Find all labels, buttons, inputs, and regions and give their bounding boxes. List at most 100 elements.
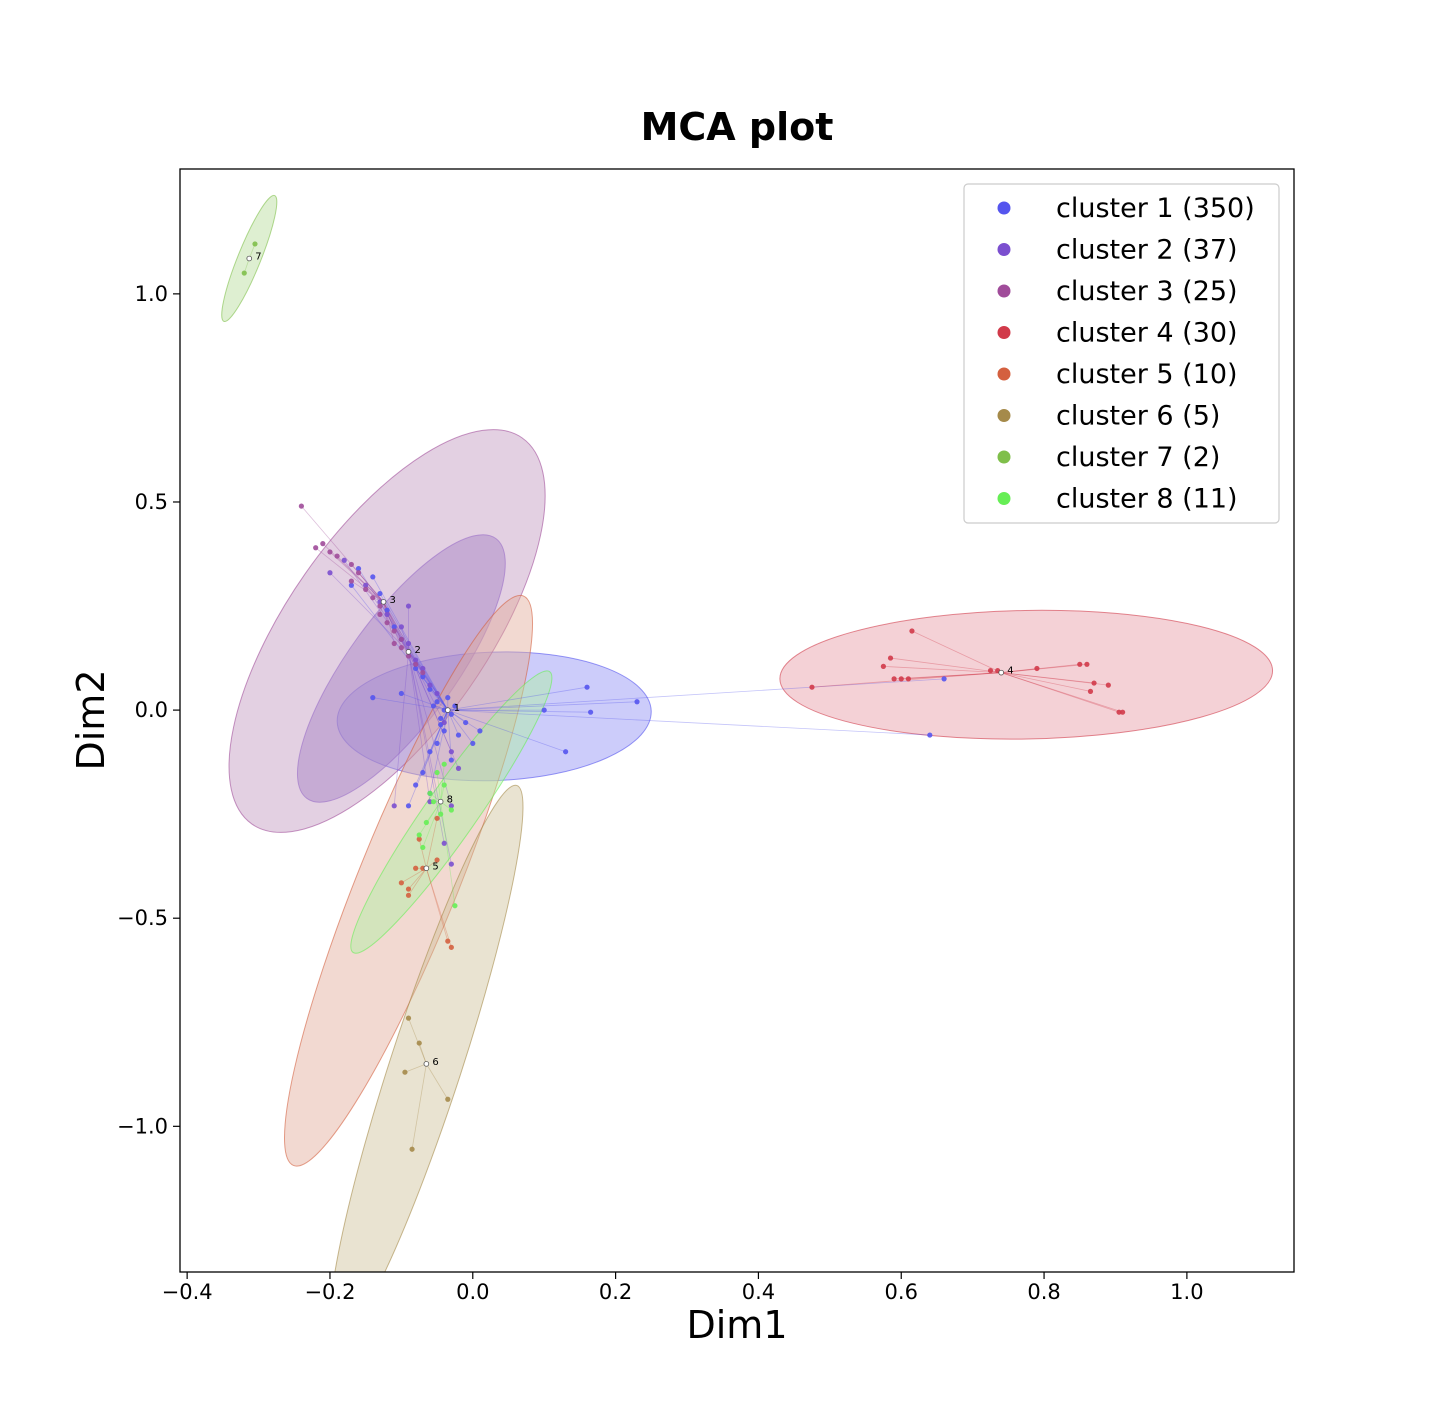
cluster-3-link xyxy=(322,543,384,603)
cluster-4-link xyxy=(1001,672,1123,713)
cluster-6-link xyxy=(418,1042,427,1065)
cluster-6-point xyxy=(402,1069,408,1075)
cluster-5-link xyxy=(408,867,427,890)
legend: cluster 1 (350) cluster 2 (37) cluster 3 (… xyxy=(963,183,1280,524)
cluster-1-point xyxy=(413,665,419,672)
cluster-2-point xyxy=(448,749,454,755)
cluster-1-centroid xyxy=(444,707,451,713)
cluster-5-point xyxy=(405,892,412,898)
cluster-2-link xyxy=(400,626,409,652)
cluster-4-link xyxy=(1001,663,1087,674)
cluster-2-point xyxy=(448,861,454,867)
y-tick-label: −0.5 xyxy=(117,906,168,930)
cluster-2-ellipse xyxy=(296,534,506,803)
cluster-4-point xyxy=(809,684,815,690)
cluster-4-link xyxy=(901,672,1002,680)
cluster-1-point xyxy=(448,711,454,717)
cluster-1-point xyxy=(413,782,419,788)
cluster-4-link xyxy=(908,672,1002,680)
cluster-8-point xyxy=(434,769,440,776)
cluster-3-point xyxy=(348,561,354,568)
cluster-4-point xyxy=(1120,709,1126,715)
cluster-2-link xyxy=(343,560,409,653)
cluster-1-point xyxy=(430,703,437,709)
legend-label-cluster-8: cluster 8 (11) xyxy=(1056,484,1238,515)
cluster-2-point xyxy=(441,719,447,726)
cluster-3-point xyxy=(348,578,354,584)
x-tick-label: 0.4 xyxy=(742,1280,775,1304)
cluster-3-point xyxy=(384,620,390,626)
cluster-3-point xyxy=(363,586,369,592)
cluster-3-link xyxy=(351,564,384,603)
cluster-4-point xyxy=(1034,665,1040,672)
cluster-4-centroid-label: 4 xyxy=(1007,666,1013,677)
cluster-3-point xyxy=(327,549,333,555)
cluster-4-link xyxy=(1001,672,1109,686)
cluster-3-link xyxy=(336,555,384,603)
cluster-1-link xyxy=(429,709,449,752)
cluster-3-point xyxy=(398,636,404,642)
cluster-1-point xyxy=(941,676,947,682)
cluster-1-point xyxy=(441,728,447,734)
cluster-1-point xyxy=(438,715,444,722)
cluster-1-point xyxy=(541,707,547,713)
cluster-1-point xyxy=(355,565,362,572)
cluster-1-point xyxy=(448,757,454,763)
x-tick-label: 0.8 xyxy=(1027,1280,1060,1304)
cluster-1-point xyxy=(588,709,594,715)
cluster-4-centroid xyxy=(998,669,1005,676)
cluster-1-link xyxy=(447,686,588,711)
cluster-4-point xyxy=(1105,682,1111,688)
cluster-1-link xyxy=(447,701,638,711)
cluster-5-point xyxy=(398,880,404,886)
cluster-2-link xyxy=(408,651,445,844)
cluster-2-point xyxy=(398,624,404,630)
cluster-2-point xyxy=(455,765,462,771)
cluster-8-point xyxy=(452,903,458,909)
cluster-4-link xyxy=(883,665,1002,674)
legend-marker-cluster-6 xyxy=(997,409,1011,422)
cluster-centroid-labels: 1 2 3 4 5 6 7 8 xyxy=(246,251,1014,1068)
cluster-5-link xyxy=(425,868,449,942)
cluster-3-point xyxy=(398,645,404,651)
cluster-8-point xyxy=(423,819,429,826)
legend-label-cluster-3: cluster 3 (25) xyxy=(1056,276,1238,307)
cluster-6-point xyxy=(445,1096,451,1102)
cluster-5-link xyxy=(425,868,452,948)
cluster-1-point xyxy=(584,684,590,690)
cluster-8-point xyxy=(441,782,447,788)
cluster-8-point xyxy=(420,844,426,851)
cluster-4-point xyxy=(887,655,894,661)
cluster-2-point xyxy=(427,682,433,688)
cluster-2-point xyxy=(420,665,426,672)
cluster-3-point xyxy=(355,570,362,576)
cluster-7-centroid-label: 7 xyxy=(255,251,261,262)
cluster-points xyxy=(241,241,1126,1152)
cluster-1-point xyxy=(563,749,569,755)
cluster-4-point xyxy=(1087,688,1094,694)
cluster-7-point xyxy=(252,241,258,247)
cluster-3-point xyxy=(370,595,376,601)
y-tick-label: 1.0 xyxy=(135,282,168,306)
cluster-6-link xyxy=(404,1063,427,1073)
cluster-5-centroid xyxy=(423,865,430,872)
cluster-2-link xyxy=(408,651,452,806)
cluster-1-point xyxy=(348,582,354,588)
cluster-2-point xyxy=(441,840,447,846)
cluster-8-centroid xyxy=(437,798,444,805)
cluster-3-point xyxy=(377,603,383,609)
y-tick-label: 0.0 xyxy=(135,698,168,722)
cluster-1-point xyxy=(452,703,458,709)
legend-label-cluster-2: cluster 2 (37) xyxy=(1056,235,1238,266)
cluster-4-link xyxy=(894,672,1002,680)
cluster-3-link xyxy=(329,551,384,603)
cluster-3-point xyxy=(298,503,304,509)
cluster-2-point xyxy=(363,582,369,588)
cluster-4-point xyxy=(1084,661,1090,667)
cluster-8-link xyxy=(422,801,442,848)
legend-label-cluster-7: cluster 7 (2) xyxy=(1056,442,1220,473)
chart-title: MCA plot xyxy=(641,105,834,149)
cluster-8-point xyxy=(427,790,433,796)
cluster-6-link xyxy=(408,1017,427,1065)
